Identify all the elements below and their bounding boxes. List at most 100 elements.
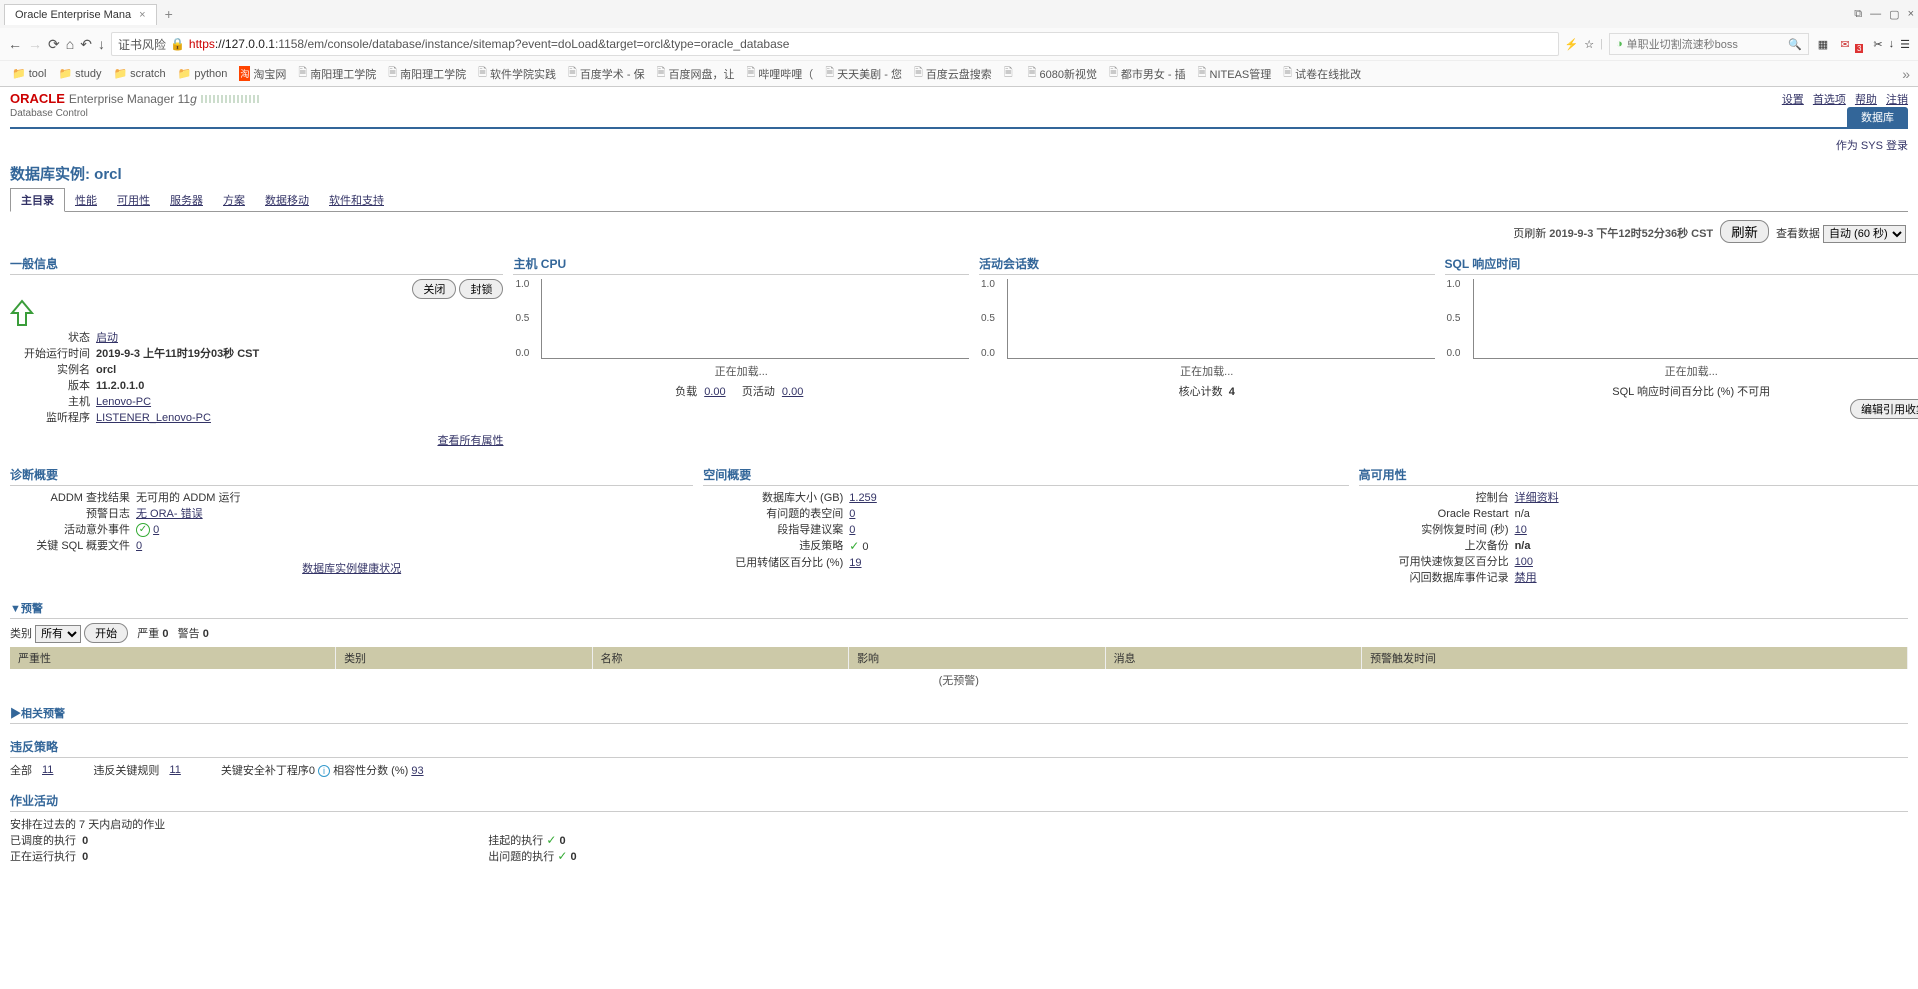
url-bar[interactable]: 证书风险 🔒 https://127.0.0.1:1158/em/console… [111,32,1559,56]
scissors-icon[interactable]: ✂ [1873,38,1882,51]
tab-1[interactable]: 性能 [65,189,107,211]
bookmark-item[interactable]: 🗎NITEAS管理 [1194,62,1276,85]
edit-collect-button[interactable]: 编辑引用收集 [1850,399,1918,419]
flash-link[interactable]: 100 [1515,554,1533,570]
search-input[interactable]: ◑ 单职业切割流速秒boss 🔍 [1609,33,1809,55]
menu-icon[interactable]: ☰ [1900,38,1910,51]
download-icon[interactable]: ↓ [98,36,105,52]
search-icon[interactable]: 🔍 [1788,38,1802,51]
mail-icon[interactable]: ✉ [1837,36,1853,52]
page-activity-link[interactable]: 0.00 [782,386,803,398]
related-alerts-toggle[interactable]: ▶相关预警 [10,705,1908,724]
alert-log-link[interactable]: 无 ORA- 错误 [136,506,203,522]
bookmark-item[interactable]: 📁python [174,65,232,82]
restore-icon[interactable]: ⧉ [1854,8,1862,21]
bookmark-label: study [75,68,101,80]
bookmark-item[interactable]: 🗎 [1000,62,1020,85]
browser-tab[interactable]: Oracle Enterprise Mana × [4,4,157,25]
sched-val: 0 [82,835,88,847]
view-data-select[interactable]: 自动 (60 秒) [1823,225,1906,243]
tab-6[interactable]: 软件和支持 [319,189,394,211]
tab-4[interactable]: 方案 [213,189,255,211]
home-icon[interactable]: ⌂ [66,36,74,52]
recover-link[interactable]: 10 [1515,522,1527,538]
bookmark-item[interactable]: 🗎哔哩哔哩（ [742,62,817,85]
alert-col: 类别 [336,647,593,669]
panel-sql: SQL 响应时间 1.0 0.5 0.0 正在加载... SQL 响应时间百分比… [1445,255,1918,448]
minimize-icon[interactable]: — [1870,8,1881,21]
bookmarks-bar: 📁tool📁study📁scratch📁python淘淘宝网🗎南阳理工学院🗎南阳… [0,60,1918,86]
compat-link[interactable]: 93 [411,765,423,777]
undo-icon[interactable]: ↶ [80,36,92,53]
alert-category-select[interactable]: 所有 [35,625,81,643]
bookmark-item[interactable]: 🗎南阳理工学院 [294,62,380,85]
bookmarks-overflow-icon[interactable]: » [1902,66,1910,82]
cert-warning: 证书风险 [118,36,166,53]
vio-all-link[interactable]: 11 [42,764,53,776]
console-link[interactable]: 详细资料 [1515,490,1559,506]
link-help[interactable]: 帮助 [1855,94,1877,106]
bookmark-item[interactable]: 📁study [54,65,105,82]
problem-ts-link[interactable]: 0 [849,506,855,522]
download-dropdown-icon[interactable]: ↓ [1889,38,1895,50]
shutdown-button[interactable]: 关闭 [412,279,456,299]
bookmark-item[interactable]: 🗎百度云盘搜索 [910,62,996,85]
tab-5[interactable]: 数据移动 [255,189,319,211]
link-prefs[interactable]: 首选项 [1813,94,1846,106]
sql-heading: SQL 响应时间 [1445,255,1918,275]
bookmark-item[interactable]: 🗎百度学术 - 保 [564,62,649,85]
load-link[interactable]: 0.00 [704,386,725,398]
view-all-props-link[interactable]: 查看所有属性 [437,435,503,447]
bookmark-item[interactable]: 🗎天天美剧 - 您 [821,62,906,85]
bookmark-item[interactable]: 淘淘宝网 [235,64,290,84]
alert-go-button[interactable]: 开始 [84,623,128,643]
maximize-icon[interactable]: ▢ [1889,8,1899,21]
space-heading: 空间概要 [703,466,1348,486]
dump-pct-link[interactable]: 19 [849,555,861,571]
refresh-button[interactable]: 刷新 [1720,220,1769,243]
listener-link[interactable]: LISTENER_Lenovo-PC [96,410,211,426]
page-icon: 🗎 [1028,64,1037,83]
seg-advice-link[interactable]: 0 [849,522,855,538]
host-link[interactable]: Lenovo-PC [96,394,151,410]
back-icon[interactable]: ← [8,36,22,52]
link-settings[interactable]: 设置 [1782,94,1804,106]
page-icon: 🗎 [478,64,487,83]
alerts-toggle[interactable]: ▼预警 [10,600,1908,619]
status-link[interactable]: 启动 [96,330,118,346]
info-icon[interactable]: i [318,765,330,777]
page-icon: 🗎 [1283,64,1292,83]
database-tab[interactable]: 数据库 [1847,107,1908,127]
alert-col: 预警触发时间 [1362,647,1908,669]
lightning-icon[interactable]: ⚡ [1565,38,1579,51]
bookmark-item[interactable]: 🗎6080新视觉 [1024,62,1101,85]
bookmark-item[interactable]: 📁scratch [109,65,169,82]
health-link[interactable]: 数据库实例健康状况 [302,563,401,575]
close-icon[interactable]: × [139,9,145,21]
bookmark-item[interactable]: 📁tool [8,65,50,82]
bookmark-item[interactable]: 🗎都市男女 - 插 [1105,62,1190,85]
star-icon[interactable]: ☆ [1584,38,1594,51]
bookmark-item[interactable]: 🗎百度网盘，让 [653,62,739,85]
new-tab-button[interactable]: + [165,6,173,22]
bookmark-item[interactable]: 🗎软件学院实践 [474,62,560,85]
tab-2[interactable]: 可用性 [107,189,160,211]
tab-3[interactable]: 服务器 [160,189,213,211]
window-close-icon[interactable]: × [1908,8,1914,21]
db-size-link[interactable]: 1.259 [849,490,877,506]
apps-icon[interactable]: ▦ [1815,36,1831,52]
link-logout[interactable]: 注销 [1886,94,1908,106]
bookmark-item[interactable]: 🗎试卷在线批改 [1279,62,1365,85]
incident-link[interactable]: 0 [153,524,159,536]
refresh-icon[interactable]: ⟳ [48,36,60,53]
tab-0[interactable]: 主目录 [10,188,65,212]
bookmark-item[interactable]: 🗎南阳理工学院 [384,62,470,85]
main-tabs: 主目录性能可用性服务器方案数据移动软件和支持 [10,188,1908,212]
sql-profile-link[interactable]: 0 [136,538,142,554]
page-icon: 🗎 [298,64,307,83]
view-data-label: 查看数据 [1776,228,1820,240]
forward-icon[interactable]: → [28,36,42,52]
flashback-link[interactable]: 禁用 [1515,570,1537,586]
vio-rule-link[interactable]: 11 [169,764,180,776]
block-button[interactable]: 封锁 [459,279,503,299]
